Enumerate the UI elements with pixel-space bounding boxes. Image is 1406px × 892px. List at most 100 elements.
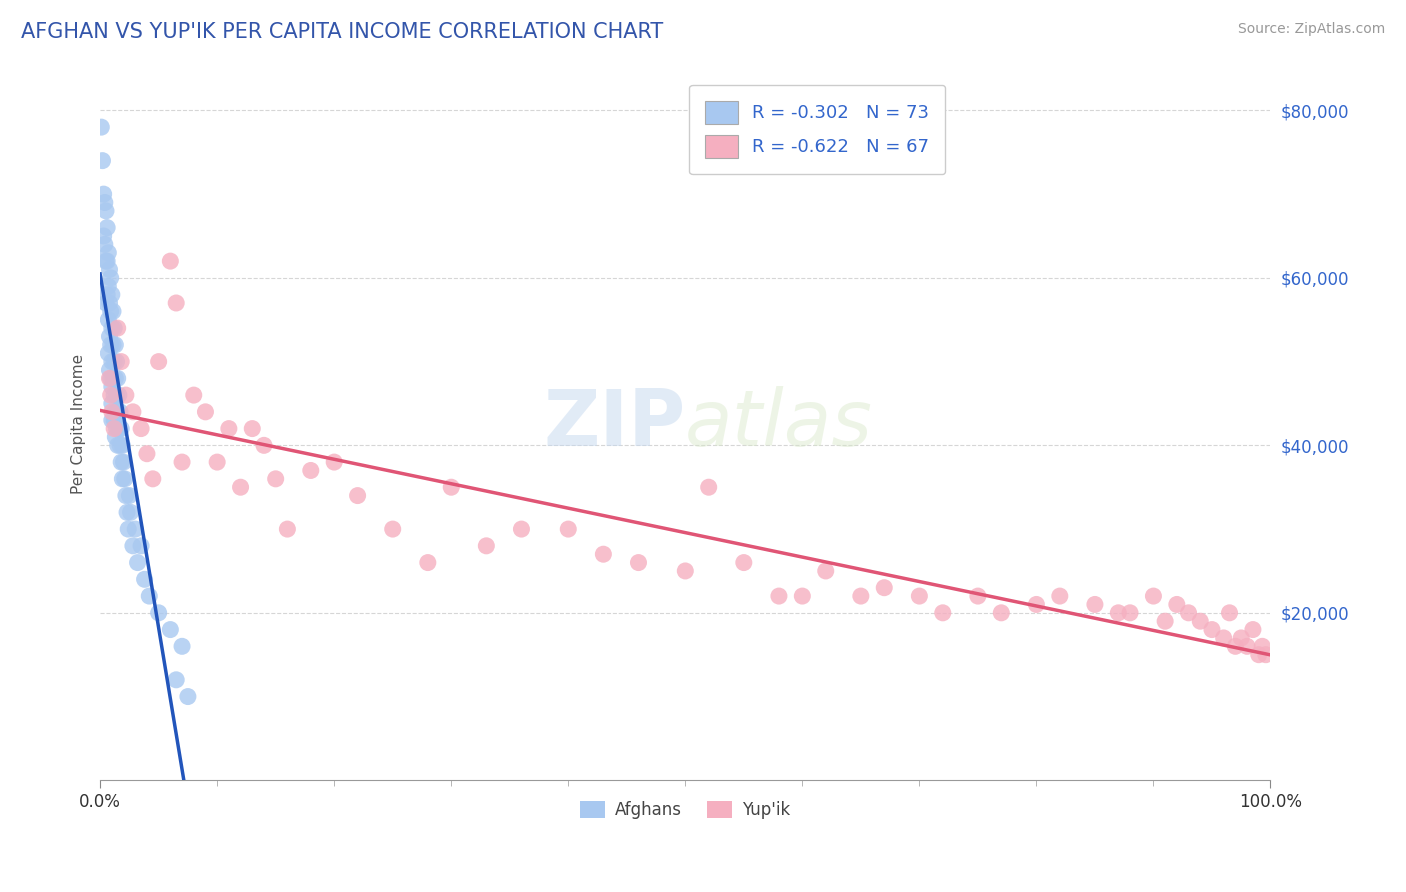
Point [129, 539, 152, 553]
Point [108, 438, 131, 452]
Point [108, 405, 131, 419]
Point [100, 338, 122, 352]
Point [733, 556, 755, 570]
Point [94, 254, 117, 268]
Point [381, 522, 404, 536]
Point [122, 405, 145, 419]
Point [1218, 606, 1240, 620]
Point [1142, 589, 1164, 603]
Text: AFGHAN VS YUP'IK PER CAPITA INCOME CORRELATION CHART: AFGHAN VS YUP'IK PER CAPITA INCOME CORRE… [21, 22, 664, 42]
Point [768, 589, 790, 603]
Point [1201, 623, 1223, 637]
Point [557, 522, 579, 536]
Point [1049, 589, 1071, 603]
Point [103, 321, 125, 335]
Point [148, 606, 170, 620]
Point [104, 338, 127, 352]
Point [101, 321, 124, 335]
Point [1166, 598, 1188, 612]
Point [110, 354, 132, 368]
Point [107, 371, 129, 385]
Point [1154, 614, 1177, 628]
Point [98, 363, 121, 377]
Point [111, 472, 134, 486]
Point [100, 304, 122, 318]
Point [107, 438, 129, 452]
Point [93, 229, 115, 244]
Point [932, 606, 955, 620]
Point [96, 287, 118, 301]
Point [323, 455, 346, 469]
Point [792, 589, 814, 603]
Point [114, 472, 136, 486]
Point [908, 589, 931, 603]
Point [103, 421, 125, 435]
Point [97, 245, 120, 260]
Point [101, 380, 124, 394]
Point [97, 279, 120, 293]
Point [107, 321, 129, 335]
Point [440, 480, 463, 494]
Point [101, 287, 124, 301]
Point [1241, 623, 1264, 637]
Point [627, 556, 650, 570]
Point [98, 371, 121, 385]
Point [96, 254, 118, 268]
Point [115, 505, 138, 519]
Point [205, 455, 228, 469]
Point [105, 388, 128, 402]
Point [592, 547, 614, 561]
Point [124, 522, 146, 536]
Point [1225, 640, 1247, 654]
Point [159, 623, 181, 637]
Point [101, 405, 124, 419]
Point [814, 564, 837, 578]
Point [165, 296, 187, 310]
Point [136, 447, 159, 461]
Text: atlas: atlas [685, 386, 873, 462]
Point [115, 489, 138, 503]
Point [98, 262, 121, 277]
Point [101, 413, 124, 427]
Point [93, 187, 115, 202]
Point [105, 354, 128, 368]
Point [101, 304, 124, 318]
Point [264, 472, 287, 486]
Point [108, 388, 131, 402]
Point [1107, 606, 1129, 620]
Point [346, 489, 368, 503]
Point [127, 556, 149, 570]
Y-axis label: Per Capita Income: Per Capita Income [72, 354, 86, 494]
Point [115, 388, 138, 402]
Point [101, 338, 124, 352]
Point [165, 673, 187, 687]
Point [104, 405, 127, 419]
Point [475, 539, 498, 553]
Point [100, 271, 122, 285]
Point [112, 455, 135, 469]
Point [111, 438, 134, 452]
Point [183, 388, 205, 402]
Point [148, 354, 170, 368]
Point [104, 430, 127, 444]
Point [103, 388, 125, 402]
Point [276, 522, 298, 536]
Point [101, 354, 124, 368]
Point [97, 312, 120, 326]
Point [1251, 640, 1274, 654]
Point [170, 455, 193, 469]
Point [122, 539, 145, 553]
Point [129, 421, 152, 435]
Point [142, 472, 165, 486]
Point [96, 220, 118, 235]
Point [873, 581, 896, 595]
Text: ZIP: ZIP [543, 386, 685, 462]
Point [1247, 648, 1270, 662]
Point [101, 371, 124, 385]
Point [117, 522, 139, 536]
Point [177, 690, 200, 704]
Point [110, 455, 132, 469]
Point [1236, 640, 1258, 654]
Point [98, 329, 121, 343]
Point [1254, 648, 1277, 662]
